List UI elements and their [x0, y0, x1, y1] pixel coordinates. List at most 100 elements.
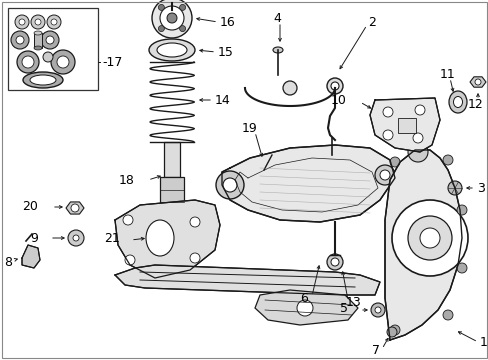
Circle shape [386, 327, 396, 337]
Circle shape [447, 181, 461, 195]
Bar [163, 142, 180, 177]
Circle shape [16, 36, 24, 44]
Bar [8, 8, 98, 90]
Circle shape [125, 255, 135, 265]
Circle shape [389, 325, 399, 335]
Circle shape [382, 107, 392, 117]
Polygon shape [384, 150, 461, 340]
Circle shape [179, 4, 185, 10]
Circle shape [57, 56, 69, 68]
Bar [34, 33, 42, 48]
Polygon shape [66, 202, 84, 214]
Circle shape [330, 82, 338, 90]
Circle shape [190, 217, 200, 227]
Polygon shape [369, 98, 439, 152]
Circle shape [216, 171, 244, 199]
Ellipse shape [452, 96, 462, 108]
Circle shape [412, 133, 422, 143]
Circle shape [22, 56, 34, 68]
Circle shape [179, 26, 185, 32]
Circle shape [456, 205, 466, 215]
Ellipse shape [149, 39, 195, 61]
Circle shape [167, 13, 177, 23]
Circle shape [382, 130, 392, 140]
Ellipse shape [272, 47, 283, 53]
Circle shape [51, 50, 75, 74]
Circle shape [51, 19, 57, 25]
Circle shape [474, 79, 480, 85]
Polygon shape [115, 265, 379, 295]
Circle shape [73, 235, 79, 241]
Ellipse shape [30, 75, 56, 85]
Circle shape [326, 254, 342, 270]
Text: 13: 13 [346, 297, 361, 310]
Text: 21: 21 [104, 231, 120, 244]
Circle shape [419, 228, 439, 248]
Circle shape [370, 303, 384, 317]
Circle shape [190, 253, 200, 263]
Ellipse shape [34, 31, 42, 35]
Ellipse shape [157, 43, 186, 57]
Circle shape [11, 31, 29, 49]
Polygon shape [115, 200, 220, 278]
Circle shape [407, 216, 451, 260]
Circle shape [19, 19, 25, 25]
Circle shape [389, 157, 399, 167]
Text: 8: 8 [4, 256, 12, 269]
Circle shape [326, 78, 342, 94]
Text: 5: 5 [339, 302, 347, 315]
Text: 4: 4 [272, 12, 281, 24]
Circle shape [407, 142, 427, 162]
Polygon shape [254, 290, 357, 325]
Text: 2: 2 [367, 15, 375, 28]
Circle shape [31, 15, 45, 29]
Circle shape [15, 15, 29, 29]
Circle shape [43, 52, 53, 62]
Circle shape [374, 307, 380, 313]
Polygon shape [469, 77, 485, 87]
Ellipse shape [34, 46, 42, 50]
Circle shape [296, 300, 312, 316]
Bar [160, 177, 183, 232]
Text: 16: 16 [220, 15, 235, 28]
Text: 19: 19 [242, 122, 257, 135]
Circle shape [379, 170, 389, 180]
Ellipse shape [146, 220, 174, 256]
Circle shape [47, 15, 61, 29]
Circle shape [158, 26, 164, 32]
Text: 12: 12 [467, 98, 483, 111]
Circle shape [374, 165, 394, 185]
Text: 15: 15 [218, 45, 233, 58]
Circle shape [17, 51, 39, 73]
Text: -17: -17 [102, 55, 122, 68]
Text: 14: 14 [215, 94, 230, 107]
Text: 20: 20 [22, 201, 38, 213]
Circle shape [123, 215, 133, 225]
Text: 18: 18 [119, 174, 135, 186]
Circle shape [414, 105, 424, 115]
Circle shape [165, 234, 178, 246]
Circle shape [442, 155, 452, 165]
Polygon shape [22, 245, 40, 268]
Text: 3: 3 [476, 181, 484, 194]
Text: 1: 1 [479, 336, 487, 348]
Circle shape [160, 6, 183, 30]
Bar [397, 118, 415, 133]
Circle shape [391, 200, 467, 276]
Circle shape [68, 230, 84, 246]
Circle shape [46, 36, 54, 44]
Ellipse shape [263, 170, 272, 182]
Circle shape [456, 263, 466, 273]
Text: 6: 6 [300, 292, 307, 305]
Text: 11: 11 [439, 68, 455, 81]
Polygon shape [222, 145, 394, 222]
Ellipse shape [23, 72, 63, 88]
Circle shape [160, 228, 183, 252]
Text: 7: 7 [371, 343, 379, 356]
Circle shape [41, 31, 59, 49]
Circle shape [283, 81, 296, 95]
Text: 9: 9 [30, 231, 38, 244]
Circle shape [330, 258, 338, 266]
Circle shape [223, 178, 237, 192]
Circle shape [158, 4, 164, 10]
